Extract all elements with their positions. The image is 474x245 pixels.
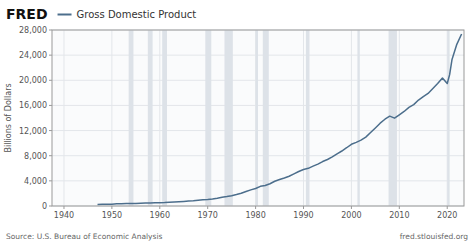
y-tick-label: 20,000 [19,76,47,85]
grid-line [399,30,400,206]
shaded-region [224,30,232,206]
x-tick-label: 1940 [54,211,74,220]
source-url: fred.stlouisfed.org [400,232,469,241]
shaded-region [447,30,449,206]
y-tick-label: 0 [42,202,47,211]
x-tick-label: 1990 [293,211,313,220]
chart: 0 4,000 8,000 12,000 16,000 20,000 24,000 28,00… [0,0,474,245]
plot-background [52,30,464,206]
y-axis-label: Billions of Dollars [4,83,13,152]
shaded-region [148,30,153,206]
grid-line [303,30,304,206]
grid-line [159,30,160,206]
shaded-region [306,30,310,206]
series-swatch [58,14,72,16]
plot-area [98,30,462,206]
title: Gross Domestic Product [77,9,197,20]
y-tick-label: 16,000 [19,101,47,110]
y-tick-label: 4,000 [24,177,47,186]
x-tick-label: 2000 [341,211,361,220]
y-tick-label: 12,000 [19,127,47,136]
grid-line [63,30,64,206]
plot-frame [52,30,464,206]
shaded-region [357,30,359,206]
x-tick-label: 1970 [198,211,218,220]
x-tick-label: 2010 [389,211,409,220]
shaded-region [205,30,211,206]
grid [49,30,464,209]
shaded-region [256,30,258,206]
shaded-region [129,30,134,206]
shaded-region [263,30,269,206]
x-tick-label: 1980 [245,211,265,220]
source: Source: U.S. Bureau of Economic Analysis [6,232,163,241]
shaded-region [162,30,167,206]
grid-line [351,30,352,206]
x-tick-label: 1960 [150,211,170,220]
y-tick-label: 8,000 [24,152,47,161]
x-tick-label: 2020 [437,211,457,220]
tick-labels: 0 4,000 8,000 12,000 16,000 20,000 24,000 28,00… [19,26,457,220]
x-tick-label: 1950 [102,211,122,220]
y-tick-label: 24,000 [19,51,47,60]
line [98,34,462,204]
grid-line [111,30,112,206]
brand: FRED [6,6,48,22]
y-tick-label: 28,000 [19,26,47,35]
